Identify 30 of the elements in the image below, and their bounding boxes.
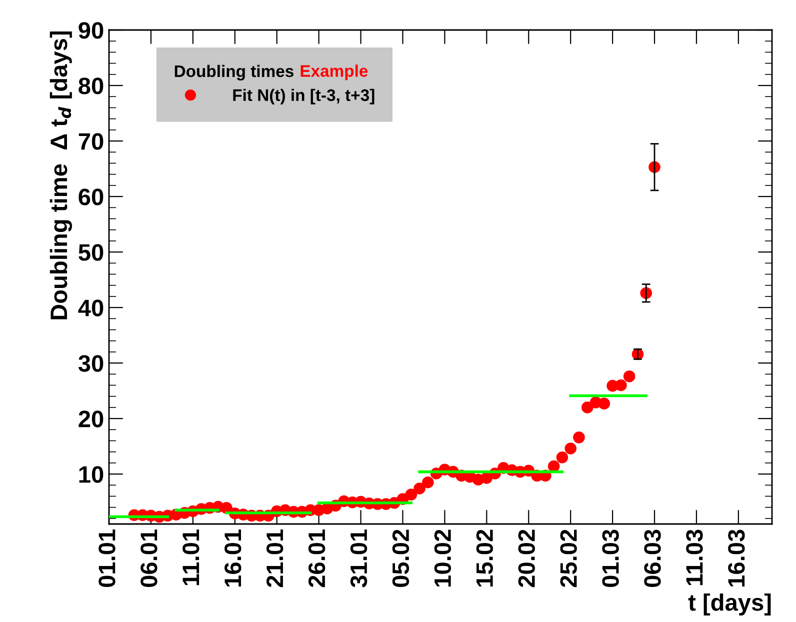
y-axis-title: Doubling time Δ t$_{d}$ [days] [50, 32, 72, 320]
legend-label: Fit N(t) in [t-3, t+3] [233, 88, 374, 104]
y-tick-label: 10 [79, 466, 104, 483]
x-tick-label: 31.01 [350, 530, 368, 588]
x-tick-label: 25.02 [560, 530, 577, 588]
x-tick-label: 06.01 [140, 530, 158, 588]
x-tick-label: 06.03 [644, 530, 661, 588]
x-tick-label: 05.02 [392, 530, 410, 588]
x-tick-label: 26.01 [308, 530, 326, 588]
legend-title: Doubling times [174, 64, 294, 80]
y-tick-label: 30 [78, 355, 104, 372]
y-tick-label: 70 [78, 133, 104, 150]
x-tick-label: 11.03 [686, 530, 703, 586]
x-tick-label: 01.01 [98, 530, 116, 588]
y-tick-label: 20 [78, 410, 104, 428]
x-tick-label: 15.02 [476, 530, 493, 586]
y-tick-label: 80 [78, 78, 104, 94]
annotation: Example [300, 64, 368, 80]
x-tick-label: 01.03 [602, 530, 619, 588]
y-tick-label: 50 [78, 244, 104, 261]
y-tick-label: 40 [78, 300, 104, 316]
x-tick-label: 16.01 [224, 530, 242, 586]
y-tick-label: 90 [78, 22, 104, 39]
x-tick-label: 11.01 [182, 530, 200, 586]
x-tick-label: 21.01 [266, 530, 284, 588]
x-tick-label: 16.03 [728, 530, 745, 586]
x-tick-label: 20.02 [518, 530, 535, 588]
x-tick-label: 10.02 [434, 530, 452, 586]
y-tick-label: 60 [78, 188, 104, 206]
x-axis-title: t [days] [688, 593, 771, 616]
